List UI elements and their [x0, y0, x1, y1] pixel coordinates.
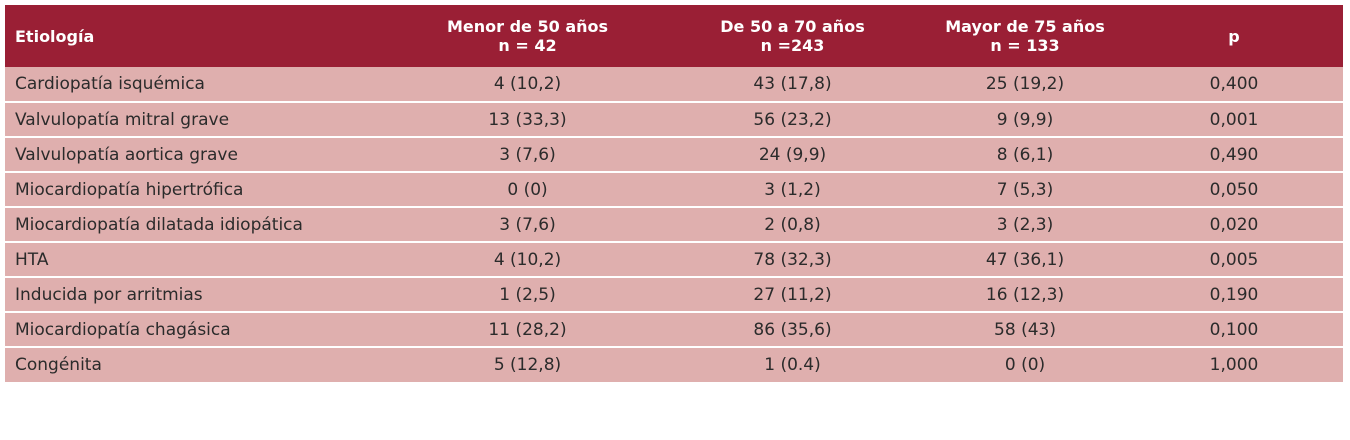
50-70-cell: 1 (0.4) — [660, 346, 925, 382]
header-label: p — [1228, 26, 1240, 46]
50-70-cell: 3 (1,2) — [660, 171, 925, 207]
header-etiologia: Etiología — [5, 5, 395, 67]
etiology-cell: Miocardiopatía chagásica — [5, 311, 395, 347]
header-row: Etiología Menor de 50 años n = 42 De 50 … — [5, 5, 1343, 67]
table-row: Miocardiopatía chagásica 11 (28,2) 86 (3… — [5, 311, 1343, 347]
over-75-cell: 16 (12,3) — [925, 276, 1125, 312]
etiology-cell: Miocardiopatía dilatada idiopática — [5, 206, 395, 242]
p-value-cell: 0,490 — [1125, 136, 1343, 172]
header-label: Etiología — [15, 26, 95, 46]
etiology-cell: Congénita — [5, 346, 395, 382]
table-row: Miocardiopatía hipertrófica 0 (0) 3 (1,2… — [5, 171, 1343, 207]
under-50-cell: 3 (7,6) — [395, 206, 660, 242]
50-70-cell: 56 (23,2) — [660, 101, 925, 137]
under-50-cell: 4 (10,2) — [493, 74, 562, 94]
50-70-cell: 86 (35,6) — [660, 311, 925, 347]
over-75-cell: 58 (43) — [925, 311, 1125, 347]
header-count: n = 133 — [990, 36, 1060, 55]
50-70-cell: 43 (17,8) — [753, 74, 832, 94]
header-label: Mayor de 75 años — [945, 17, 1105, 36]
p-value-cell: 0,020 — [1125, 206, 1343, 242]
50-70-cell: 2 (0,8) — [660, 206, 925, 242]
etiology-table: Etiología Menor de 50 años n = 42 De 50 … — [5, 5, 1343, 382]
p-value-cell: 0,400 — [1209, 74, 1259, 94]
etiology-table-container: Etiología Menor de 50 años n = 42 De 50 … — [5, 5, 1343, 382]
table-row: Valvulopatía aortica grave 3 (7,6) 24 (9… — [5, 136, 1343, 172]
under-50-cell: 3 (7,6) — [395, 136, 660, 172]
over-75-cell: 3 (2,3) — [925, 206, 1125, 242]
header-menor-50: Menor de 50 años n = 42 — [395, 5, 660, 67]
50-70-cell: 78 (32,3) — [660, 241, 925, 277]
p-value-cell: 1,000 — [1125, 346, 1343, 382]
etiology-cell: Valvulopatía mitral grave — [5, 101, 395, 137]
p-value-cell: 0,190 — [1125, 276, 1343, 312]
table-header: Etiología Menor de 50 años n = 42 De 50 … — [5, 5, 1343, 67]
over-75-cell: 47 (36,1) — [925, 241, 1125, 277]
under-50-cell: 4 (10,2) — [395, 241, 660, 277]
50-70-cell: 27 (11,2) — [660, 276, 925, 312]
50-70-cell: 24 (9,9) — [660, 136, 925, 172]
table-row: Congénita 5 (12,8) 1 (0.4) 0 (0) 1,000 — [5, 346, 1343, 382]
header-p-value: p — [1125, 5, 1343, 67]
table-row: HTA 4 (10,2) 78 (32,3) 47 (36,1) 0,005 — [5, 241, 1343, 277]
etiology-cell: HTA — [5, 241, 395, 277]
over-75-cell: 25 (19,2) — [985, 74, 1065, 94]
header-mayor-75: Mayor de 75 años n = 133 — [925, 5, 1125, 67]
p-value-cell: 0,005 — [1125, 241, 1343, 277]
under-50-cell: 13 (33,3) — [395, 101, 660, 137]
etiology-cell: Cardiopatía isquémica — [15, 74, 205, 94]
over-75-cell: 0 (0) — [925, 346, 1125, 382]
header-count: n = 42 — [498, 36, 557, 55]
p-value-cell: 0,050 — [1125, 171, 1343, 207]
table-row: Cardiopatía isquémica 4 (10,2) 43 (17,8)… — [5, 67, 1343, 102]
etiology-cell: Valvulopatía aortica grave — [5, 136, 395, 172]
header-label: De 50 a 70 años — [720, 17, 865, 36]
under-50-cell: 5 (12,8) — [395, 346, 660, 382]
under-50-cell: 0 (0) — [395, 171, 660, 207]
etiology-cell: Miocardiopatía hipertrófica — [5, 171, 395, 207]
under-50-cell: 1 (2,5) — [395, 276, 660, 312]
over-75-cell: 8 (6,1) — [925, 136, 1125, 172]
header-count: n =243 — [760, 36, 825, 55]
over-75-cell: 7 (5,3) — [925, 171, 1125, 207]
table-row: Inducida por arritmias 1 (2,5) 27 (11,2)… — [5, 276, 1343, 312]
header-label: Menor de 50 años — [446, 17, 609, 36]
p-value-cell: 0,001 — [1125, 101, 1343, 137]
header-50-70: De 50 a 70 años n =243 — [660, 5, 925, 67]
p-value-cell: 0,100 — [1125, 311, 1343, 347]
table-row: Valvulopatía mitral grave 13 (33,3) 56 (… — [5, 101, 1343, 137]
table-body: Cardiopatía isquémica 4 (10,2) 43 (17,8)… — [5, 67, 1343, 382]
under-50-cell: 11 (28,2) — [395, 311, 660, 347]
etiology-cell: Inducida por arritmias — [5, 276, 395, 312]
over-75-cell: 9 (9,9) — [925, 101, 1125, 137]
table-row: Miocardiopatía dilatada idiopática 3 (7,… — [5, 206, 1343, 242]
